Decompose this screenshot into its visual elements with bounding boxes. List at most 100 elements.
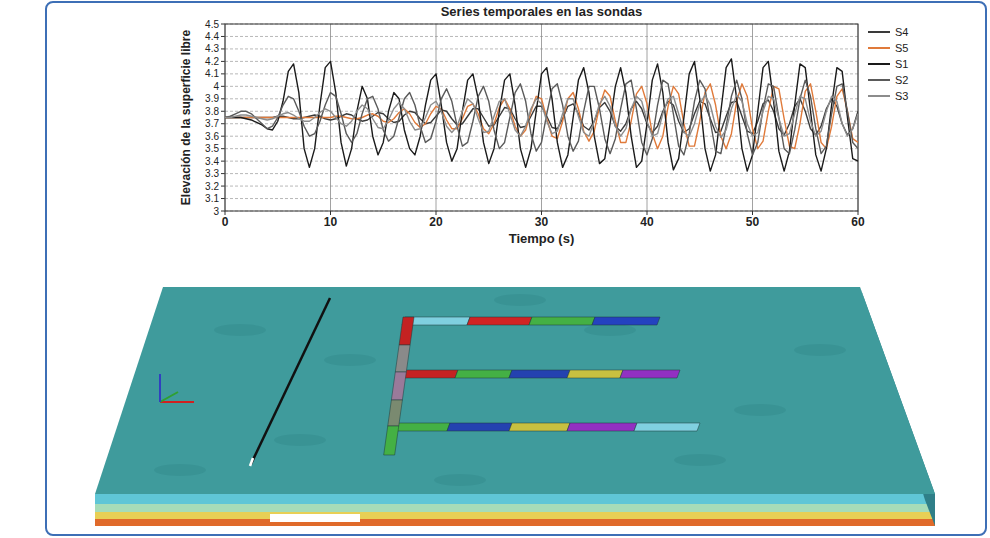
y-tick bbox=[221, 161, 225, 162]
y-tick-label: 3.1 bbox=[205, 193, 219, 204]
y-tick bbox=[221, 173, 225, 174]
y-tick-label: 3.6 bbox=[205, 131, 219, 142]
plot-background bbox=[225, 24, 858, 211]
structure-segment bbox=[399, 370, 458, 378]
legend-label: S3 bbox=[895, 90, 908, 102]
structure-segment bbox=[529, 317, 595, 325]
ripple bbox=[494, 294, 546, 306]
y-tick-label: 4 bbox=[213, 81, 219, 92]
y-tick bbox=[221, 98, 225, 99]
y-tick bbox=[221, 48, 225, 49]
ripple bbox=[434, 474, 486, 486]
structure-segment bbox=[509, 423, 570, 431]
legend-label: S2 bbox=[895, 74, 908, 86]
legend-swatch bbox=[868, 95, 890, 97]
x-tick-label: 60 bbox=[851, 215, 865, 229]
x-tick-label: 40 bbox=[640, 215, 654, 229]
y-tick-label: 3.4 bbox=[205, 156, 219, 167]
structure-column bbox=[384, 426, 399, 455]
structure-segment bbox=[592, 317, 660, 325]
x-grid-line bbox=[752, 24, 753, 211]
logo-patch bbox=[270, 514, 360, 522]
slab-layer bbox=[95, 494, 935, 519]
legend-swatch bbox=[868, 79, 890, 81]
ripple bbox=[734, 404, 786, 416]
y-tick-label: 4.1 bbox=[205, 68, 219, 79]
grid bbox=[221, 24, 858, 215]
structure-column bbox=[395, 345, 410, 372]
legend-label: S4 bbox=[895, 26, 908, 38]
y-tick-label: 3.5 bbox=[205, 143, 219, 154]
plot-frame bbox=[225, 24, 858, 211]
structure-column bbox=[388, 400, 403, 426]
y-tick bbox=[221, 61, 225, 62]
structure-segment bbox=[567, 370, 623, 378]
legend-swatch bbox=[868, 63, 890, 65]
series-line bbox=[225, 95, 858, 137]
slab-top bbox=[95, 494, 935, 504]
y-axis-title: Elevación de la superficie libre bbox=[179, 29, 193, 205]
x-grid-line bbox=[541, 24, 542, 211]
slab-layer bbox=[95, 494, 935, 512]
y-tick-label: 3.7 bbox=[205, 118, 219, 129]
structure-segment bbox=[467, 317, 532, 325]
y-tick bbox=[221, 148, 225, 149]
legend-swatch bbox=[868, 47, 890, 49]
figure: 33.13.23.33.43.53.63.73.83.944.14.24.34.… bbox=[0, 0, 990, 538]
y-tick bbox=[221, 198, 225, 199]
y-tick-label: 4.5 bbox=[205, 19, 219, 30]
structure-segment bbox=[620, 370, 680, 378]
ripple bbox=[154, 464, 206, 476]
x-tick-label: 30 bbox=[535, 215, 549, 229]
ripple bbox=[674, 454, 726, 466]
series-line bbox=[225, 59, 858, 171]
structure-segment bbox=[447, 423, 512, 431]
y-tick bbox=[221, 211, 225, 212]
y-tick-label: 3.3 bbox=[205, 168, 219, 179]
water-surface bbox=[95, 287, 935, 494]
structure-column bbox=[399, 317, 414, 345]
y-tick bbox=[221, 186, 225, 187]
ripple bbox=[794, 344, 846, 356]
y-tick-label: 3.8 bbox=[205, 106, 219, 117]
structure-segment bbox=[634, 423, 700, 431]
y-tick-label: 3.9 bbox=[205, 93, 219, 104]
ripple bbox=[214, 324, 266, 336]
y-tick bbox=[221, 123, 225, 124]
legend-label: S5 bbox=[895, 42, 908, 54]
triad-y bbox=[160, 392, 178, 402]
series-line bbox=[225, 80, 858, 155]
structure-segment bbox=[567, 423, 637, 431]
x-tick-label: 20 bbox=[429, 215, 443, 229]
wavemaker bbox=[251, 298, 330, 464]
ripple bbox=[324, 354, 376, 366]
triad-z bbox=[159, 374, 161, 402]
slab-bottom bbox=[95, 494, 935, 526]
y-tick bbox=[221, 36, 225, 37]
series-group bbox=[225, 59, 858, 171]
y-tick-label: 3 bbox=[213, 206, 219, 217]
ripple bbox=[274, 434, 326, 446]
structure-column bbox=[391, 372, 406, 400]
legend-swatch bbox=[868, 31, 890, 33]
y-tick bbox=[221, 24, 225, 25]
y-tick-label: 4.4 bbox=[205, 31, 219, 42]
scene-3d bbox=[95, 287, 935, 526]
legend-label: S1 bbox=[895, 58, 908, 70]
wavemaker-tip bbox=[250, 458, 253, 466]
y-tick-label: 4.3 bbox=[205, 43, 219, 54]
y-tick-label: 3.2 bbox=[205, 181, 219, 192]
x-tick-label: 50 bbox=[746, 215, 760, 229]
structure-segment bbox=[509, 370, 570, 378]
x-axis-title: Tiempo (s) bbox=[509, 231, 575, 246]
legend: S4 S5 S1 S2 S3 bbox=[868, 26, 908, 102]
x-tick-label: 0 bbox=[222, 215, 229, 229]
y-tick bbox=[221, 136, 225, 137]
y-tick-label: 4.2 bbox=[205, 56, 219, 67]
y-tick bbox=[221, 86, 225, 87]
ripple bbox=[584, 324, 636, 336]
figure-frame bbox=[46, 2, 986, 535]
x-tick-label: 10 bbox=[324, 215, 338, 229]
triad-x bbox=[160, 401, 194, 403]
y-tick bbox=[221, 73, 225, 74]
